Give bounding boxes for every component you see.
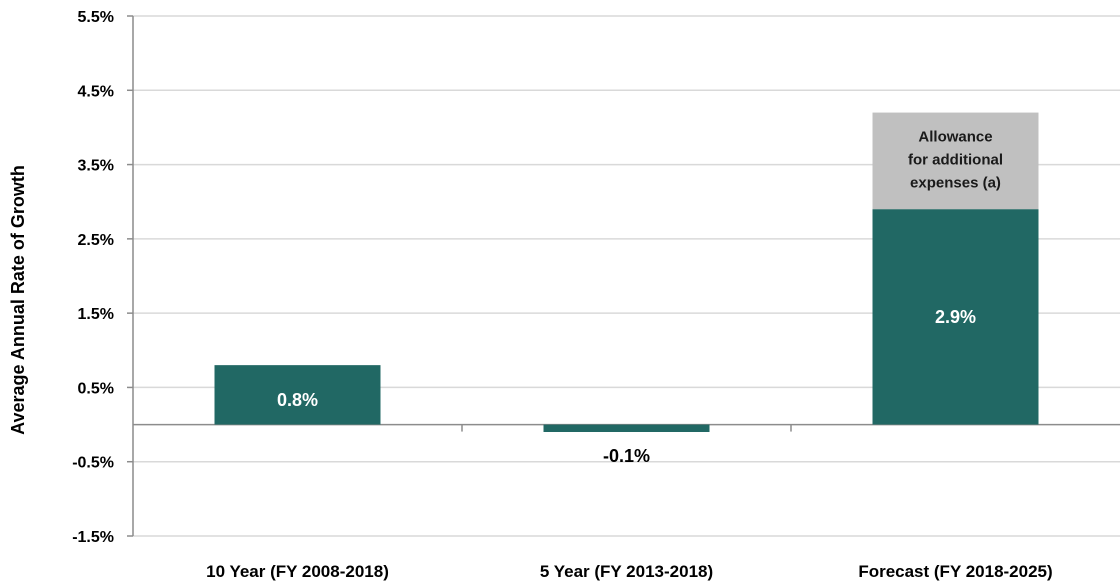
y-tick-label: 2.5%	[78, 232, 114, 249]
x-category-label: 10 Year (FY 2008-2018)	[206, 562, 389, 581]
x-category-label: Forecast (FY 2018-2025)	[858, 562, 1052, 581]
y-tick-label: 0.5%	[78, 380, 114, 397]
y-tick-label: -1.5%	[72, 529, 114, 546]
y-tick-label: 1.5%	[78, 306, 114, 323]
bars	[214, 112, 1039, 432]
bar	[872, 209, 1039, 425]
data-label: 2.9%	[935, 307, 976, 327]
x-category-label: 5 Year (FY 2013-2018)	[540, 562, 713, 581]
allowance-label: Allowance for additional expenses (a)	[908, 129, 1003, 192]
y-tick-label: -0.5%	[72, 455, 114, 472]
bar	[214, 365, 381, 425]
y-axis-title: Average Annual Rate of Growth	[8, 165, 28, 435]
y-tick-label: 4.5%	[78, 83, 114, 100]
allowance-label-line: for additional	[908, 152, 1003, 169]
allowance-label-line: expenses (a)	[910, 175, 1001, 192]
labels: 5.5% 4.5% 3.5% 2.5% 1.5% 0.5% -0.5% -1.5% 0.8% 10…	[72, 9, 1052, 581]
y-tick-label: 5.5%	[78, 9, 114, 26]
y-tick-label: 3.5%	[78, 158, 114, 175]
data-label: -0.1%	[603, 446, 650, 466]
bar	[543, 424, 710, 432]
allowance-label-line: Allowance	[918, 129, 992, 146]
data-label: 0.8%	[277, 390, 318, 410]
allowance-segment	[872, 112, 1039, 210]
